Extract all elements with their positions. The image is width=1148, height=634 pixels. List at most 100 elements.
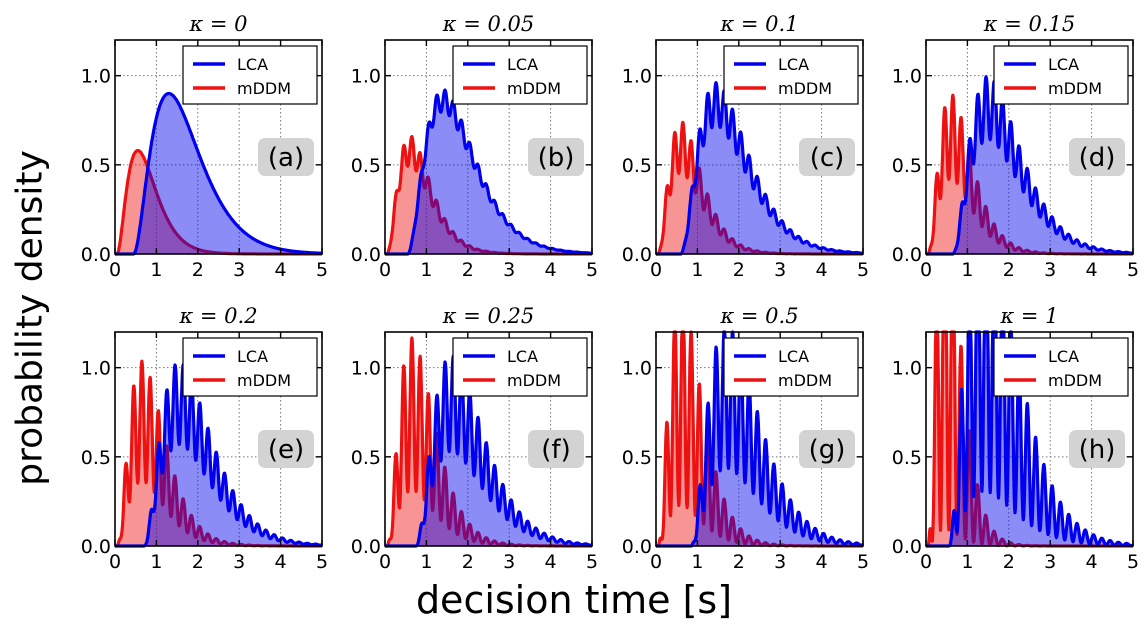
x-tick-label: 5 — [1127, 259, 1139, 281]
panel-title: κ = 0.1 — [719, 12, 798, 36]
legend-label-lca: LCA — [507, 55, 538, 74]
series-area-mddm — [926, 95, 1133, 254]
legend-label-lca: LCA — [1048, 55, 1079, 74]
panel-title: κ = 0.5 — [719, 304, 798, 328]
x-tick-label: 4 — [275, 551, 287, 573]
axes-frame — [114, 331, 323, 547]
x-tick-label: 5 — [857, 551, 869, 573]
x-tick-label: 5 — [316, 551, 328, 573]
series-line-lca — [113, 91, 324, 256]
x-tick-label: 3 — [774, 551, 786, 573]
legend-label-mddm: mDDM — [507, 371, 561, 390]
series-area-mddm — [385, 136, 592, 254]
y-tick-label: 0.5 — [81, 155, 111, 177]
x-tick-label: 5 — [316, 259, 328, 281]
x-tick-label: 0 — [920, 259, 932, 281]
panel-a: 0 1 2 3 4 5 0.0 0.5 1.0 κ = 0 LCA mDDM (a) — [81, 12, 328, 281]
panel-label-box — [528, 138, 584, 176]
x-tick-label: 2 — [192, 259, 204, 281]
x-tick-label: 2 — [1003, 551, 1015, 573]
legend-box — [723, 337, 859, 397]
legend-box — [182, 337, 318, 397]
legend-label-lca: LCA — [778, 55, 809, 74]
x-tick-label: 0 — [920, 551, 932, 573]
panel-label-box — [1069, 430, 1125, 468]
y-tick-label: 0.5 — [81, 447, 111, 469]
x-tick-label: 5 — [1127, 551, 1139, 573]
y-tick-label: 0.0 — [892, 536, 922, 558]
axes-frame — [925, 331, 1134, 547]
panel-d: 0 1 2 3 4 5 0.0 0.5 1.0 κ = 0.15 LCA mDDM (d) — [892, 12, 1139, 281]
axes-frame — [114, 39, 323, 255]
y-tick-label: 0.0 — [81, 244, 111, 266]
y-tick-label: 1.0 — [892, 358, 922, 380]
x-tick-label: 1 — [691, 551, 703, 573]
x-tick-label: 1 — [691, 259, 703, 281]
x-tick-label: 0 — [379, 259, 391, 281]
legend-box — [452, 337, 588, 397]
series-area-lca — [926, 332, 1133, 546]
panel-label: (a) — [268, 143, 304, 173]
panel-label-box — [799, 430, 855, 468]
panel-label: (b) — [538, 143, 575, 173]
legend-label-lca: LCA — [507, 347, 538, 366]
panel-h: 0 1 2 3 4 5 0.0 0.5 1.0 κ = 1 LCA mDDM (h) — [892, 304, 1139, 573]
legend-label-lca: LCA — [778, 347, 809, 366]
series-area-mddm — [656, 332, 863, 546]
panel-label: (c) — [810, 143, 845, 173]
x-tick-label: 4 — [1086, 259, 1098, 281]
panel-label: (e) — [268, 435, 304, 465]
legend-label-mddm: mDDM — [237, 79, 291, 98]
x-tick-label: 2 — [462, 259, 474, 281]
y-tick-label: 0.0 — [622, 244, 652, 266]
legend-label-mddm: mDDM — [1048, 371, 1102, 390]
series-line-lca — [113, 363, 324, 548]
x-tick-label: 1 — [150, 259, 162, 281]
series-area-lca — [656, 332, 863, 546]
panel-title: κ = 0.25 — [442, 304, 534, 328]
series-line-lca — [924, 75, 1135, 256]
legend-box — [723, 45, 859, 105]
x-tick-label: 2 — [733, 259, 745, 281]
y-tick-label: 0.5 — [351, 447, 381, 469]
x-tick-label: 0 — [650, 259, 662, 281]
panel-label-box — [258, 430, 314, 468]
series-area-mddm — [385, 338, 592, 546]
panel-title: κ = 0.15 — [983, 12, 1075, 36]
series-area-mddm — [115, 361, 322, 546]
series-area-lca — [926, 76, 1133, 254]
x-tick-label: 3 — [233, 551, 245, 573]
y-tick-label: 1.0 — [622, 66, 652, 88]
panel-b: 0 1 2 3 4 5 0.0 0.5 1.0 κ = 0.05 LCA mDDM (b) — [351, 12, 598, 281]
y-tick-label: 1.0 — [351, 358, 381, 380]
x-tick-label: 4 — [816, 259, 828, 281]
x-tick-label: 4 — [816, 551, 828, 573]
y-tick-label: 1.0 — [81, 66, 111, 88]
x-tick-label: 1 — [961, 551, 973, 573]
x-tick-label: 3 — [233, 259, 245, 281]
y-tick-label: 0.5 — [351, 155, 381, 177]
legend-label-lca: LCA — [237, 347, 268, 366]
x-tick-label: 5 — [586, 551, 598, 573]
series-line-lca — [383, 88, 594, 256]
legend-label-mddm: mDDM — [1048, 79, 1102, 98]
y-tick-label: 0.0 — [351, 244, 381, 266]
x-tick-label: 4 — [545, 551, 557, 573]
legend-box — [993, 45, 1129, 105]
x-tick-label: 4 — [545, 259, 557, 281]
x-tick-label: 0 — [379, 551, 391, 573]
panel-label: (f) — [541, 435, 570, 465]
x-tick-label: 4 — [275, 259, 287, 281]
x-tick-label: 1 — [150, 551, 162, 573]
y-tick-label: 1.0 — [81, 358, 111, 380]
y-tick-label: 1.0 — [892, 66, 922, 88]
x-tick-label: 0 — [109, 551, 121, 573]
x-tick-label: 4 — [1086, 551, 1098, 573]
x-tick-label: 5 — [586, 259, 598, 281]
series-area-lca — [115, 93, 322, 254]
x-tick-label: 0 — [109, 259, 121, 281]
x-tick-label: 2 — [192, 551, 204, 573]
legend-label-mddm: mDDM — [237, 371, 291, 390]
